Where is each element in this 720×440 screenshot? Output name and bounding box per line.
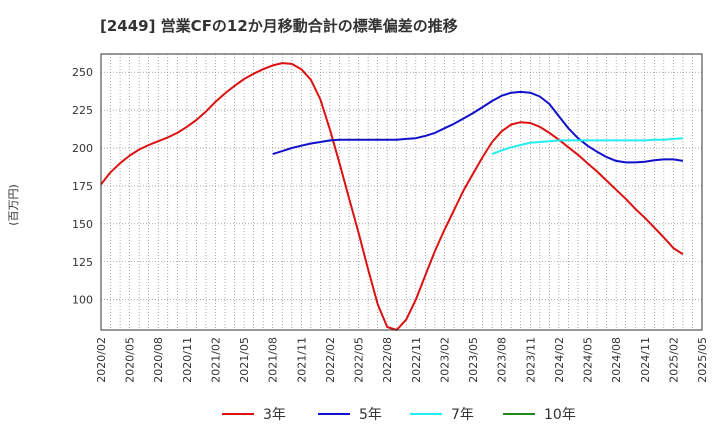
x-tick-label: 2021/05 xyxy=(238,337,251,383)
grid xyxy=(101,54,702,330)
x-tick-label: 2022/05 xyxy=(353,337,366,383)
x-tick-label: 2021/08 xyxy=(267,337,280,383)
x-tick-label: 2021/11 xyxy=(295,337,308,383)
legend-label: 5年 xyxy=(359,407,382,423)
x-tick-label: 2023/08 xyxy=(496,337,509,383)
x-tick-label: 2020/11 xyxy=(181,337,194,383)
chart-title: [2449] 営業CFの12か月移動合計の標準偏差の推移 xyxy=(100,17,458,35)
x-tick-label: 2022/02 xyxy=(324,337,337,383)
legend-label: 10年 xyxy=(544,407,576,423)
y-axis-label: (百万円) xyxy=(7,184,20,226)
x-tick-label: 2023/05 xyxy=(467,337,480,383)
legend-label: 7年 xyxy=(451,407,474,423)
x-tick-label: 2024/05 xyxy=(582,337,595,383)
series-lines xyxy=(100,62,684,331)
series-line xyxy=(491,137,683,156)
x-tick-label: 2022/11 xyxy=(410,337,423,383)
y-tick-label: 125 xyxy=(72,256,93,269)
x-tick-label: 2022/08 xyxy=(381,337,394,383)
series-line xyxy=(272,90,684,164)
x-tick-label: 2024/11 xyxy=(639,337,652,383)
y-tick-label: 150 xyxy=(72,218,93,231)
y-tick-label: 100 xyxy=(72,294,93,307)
x-tick-label: 2021/02 xyxy=(209,337,222,383)
y-tick-label: 200 xyxy=(72,142,93,155)
x-tick-label: 2023/02 xyxy=(438,337,451,383)
y-ticks: 100 125 150 175 200 225 250 xyxy=(72,66,93,306)
x-tick-label: 2024/08 xyxy=(610,337,623,383)
x-tick-label: 2020/02 xyxy=(95,337,108,383)
y-tick-label: 225 xyxy=(72,104,93,117)
y-tick-label: 250 xyxy=(72,66,93,79)
x-tick-label: 2025/02 xyxy=(667,337,680,383)
x-tick-label: 2020/08 xyxy=(152,337,165,383)
series-line xyxy=(100,62,684,331)
x-tick-label: 2020/05 xyxy=(124,337,137,383)
plot-frame xyxy=(100,53,703,331)
x-tick-label: 2023/11 xyxy=(524,337,537,383)
x-tick-label: 2025/05 xyxy=(696,337,709,383)
legend-label: 3年 xyxy=(263,407,286,423)
y-tick-label: 175 xyxy=(72,180,93,193)
x-tick-label: 2024/02 xyxy=(553,337,566,383)
legend: 3年 5年 7年 10年 xyxy=(222,407,576,423)
x-ticks: 2020/02 2020/05 2020/08 2020/11 2021/02 2021/… xyxy=(95,337,709,383)
